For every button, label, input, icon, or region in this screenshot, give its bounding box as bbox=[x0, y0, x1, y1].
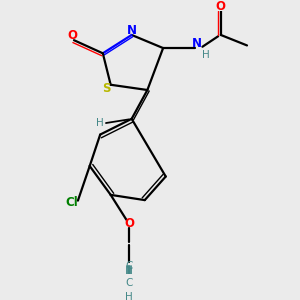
Text: C: C bbox=[125, 261, 133, 271]
Text: C: C bbox=[125, 278, 133, 288]
Text: H: H bbox=[96, 118, 104, 128]
Text: H: H bbox=[202, 50, 210, 60]
Text: N: N bbox=[192, 37, 202, 50]
Text: O: O bbox=[68, 29, 78, 42]
Text: H: H bbox=[125, 292, 133, 300]
Text: Cl: Cl bbox=[65, 196, 78, 209]
Text: O: O bbox=[216, 0, 226, 13]
Text: N: N bbox=[127, 24, 136, 37]
Text: S: S bbox=[103, 82, 111, 95]
Text: O: O bbox=[124, 217, 134, 230]
